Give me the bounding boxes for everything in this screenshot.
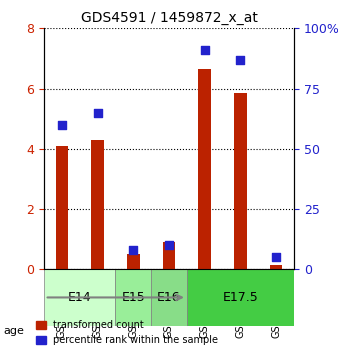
Title: GDS4591 / 1459872_x_at: GDS4591 / 1459872_x_at bbox=[80, 11, 258, 24]
Text: age: age bbox=[3, 326, 24, 336]
FancyBboxPatch shape bbox=[187, 269, 294, 326]
FancyBboxPatch shape bbox=[44, 269, 115, 326]
Legend: transformed count, percentile rank within the sample: transformed count, percentile rank withi… bbox=[32, 316, 222, 349]
Bar bbox=[55, 146, 68, 269]
Point bbox=[59, 122, 65, 127]
Bar bbox=[270, 265, 283, 269]
Point bbox=[238, 57, 243, 62]
Bar bbox=[198, 69, 211, 269]
Bar bbox=[163, 242, 175, 269]
Text: E17.5: E17.5 bbox=[223, 291, 258, 304]
Bar bbox=[234, 93, 247, 269]
Bar bbox=[91, 140, 104, 269]
Text: E16: E16 bbox=[157, 291, 181, 304]
Point bbox=[130, 247, 136, 253]
Point bbox=[166, 242, 172, 248]
Point bbox=[95, 110, 100, 115]
Point bbox=[202, 47, 208, 53]
Bar bbox=[127, 254, 140, 269]
Text: E14: E14 bbox=[68, 291, 92, 304]
Point bbox=[273, 254, 279, 260]
Text: E15: E15 bbox=[121, 291, 145, 304]
FancyBboxPatch shape bbox=[151, 269, 187, 326]
FancyBboxPatch shape bbox=[115, 269, 151, 326]
